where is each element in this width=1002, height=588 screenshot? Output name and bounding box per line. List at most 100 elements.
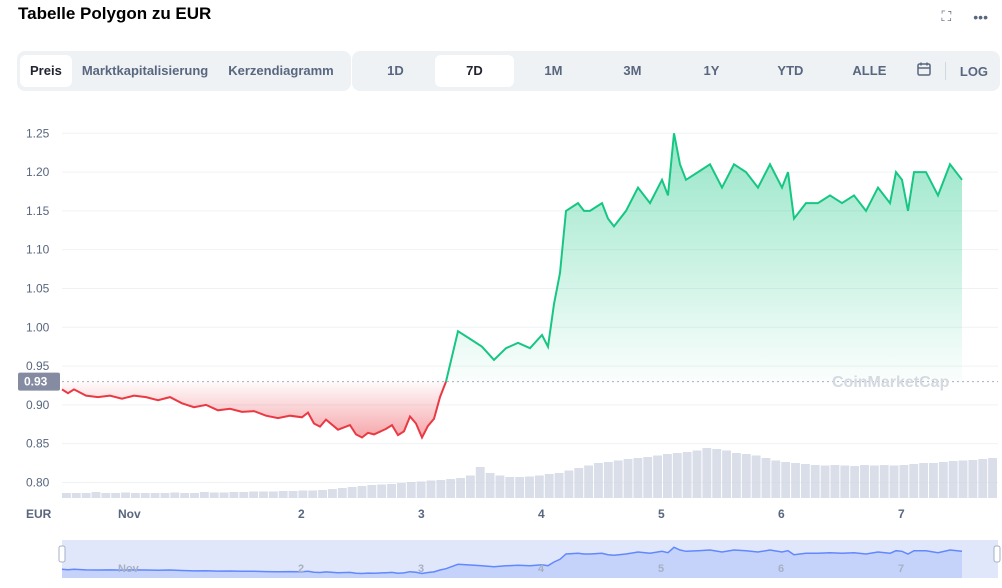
- volume-bar: [712, 449, 722, 498]
- chart-toolbar: ⛶ •••: [941, 8, 988, 25]
- volume-bar: [564, 470, 574, 498]
- volume-bar: [367, 485, 377, 498]
- tab-1y[interactable]: 1Y: [703, 63, 720, 78]
- volume-bar: [702, 448, 712, 498]
- x-tick-label: 4: [538, 507, 545, 521]
- navigator-area: [62, 547, 962, 578]
- volume-bar: [101, 493, 111, 498]
- volume-bar: [259, 491, 268, 498]
- volume-bar: [899, 465, 909, 498]
- volume-bar: [869, 465, 879, 498]
- volume-bar: [850, 466, 860, 498]
- volume-bar: [505, 477, 515, 498]
- volume-bar: [534, 475, 544, 498]
- volume-bar: [968, 460, 978, 498]
- volume-bar: [840, 465, 850, 498]
- volume-bar: [387, 484, 396, 498]
- tab-alle[interactable]: ALLE: [852, 63, 887, 78]
- x-tick-label: 2: [298, 507, 305, 521]
- volume-bar: [554, 473, 564, 498]
- volume-bar: [525, 476, 534, 498]
- volume-bar: [584, 465, 594, 498]
- volume-bar: [81, 493, 91, 498]
- navigator-tick-label: 3: [418, 563, 424, 575]
- page-title: Tabelle Polygon zu EUR: [18, 4, 212, 23]
- volume-bar: [653, 455, 663, 498]
- volume-bar: [594, 463, 603, 498]
- volume-bar: [111, 493, 121, 498]
- volume-bar: [416, 481, 426, 498]
- price-line-up: [445, 133, 963, 382]
- tab-3m[interactable]: 3M: [623, 63, 642, 78]
- volume-bar: [456, 478, 465, 498]
- volume-bar: [800, 464, 810, 498]
- volume-bar: [938, 462, 948, 498]
- volume-bar: [298, 490, 308, 498]
- volume-bar: [239, 492, 249, 498]
- volume-bar: [71, 493, 81, 498]
- volume-bar: [682, 452, 692, 498]
- volume-bar: [544, 474, 554, 498]
- tab-ytd[interactable]: YTD: [777, 63, 804, 78]
- calendar-icon[interactable]: [909, 61, 939, 82]
- y-tick-label: 0.95: [26, 359, 50, 373]
- y-tick-label: 1.10: [26, 243, 50, 257]
- tab-1m[interactable]: 1M: [544, 63, 563, 78]
- volume-bar: [633, 458, 643, 498]
- volume-bar: [160, 493, 170, 498]
- navigator-handle-left[interactable]: [58, 545, 66, 563]
- y-tick-label: 0.85: [26, 437, 50, 451]
- y-tick-label: 1.05: [26, 281, 50, 295]
- volume-bar: [62, 493, 71, 498]
- volume-bar: [958, 460, 968, 498]
- volume-bar: [278, 491, 288, 498]
- volume-bar: [475, 467, 485, 498]
- divider: [944, 62, 946, 80]
- watermark: CoinMarketCap: [832, 374, 950, 391]
- volume-bar: [396, 483, 406, 498]
- y-tick-label: 1.20: [26, 165, 50, 179]
- navigator-line: [61, 546, 963, 575]
- volume-bar: [771, 460, 781, 498]
- area-up: [446, 133, 962, 382]
- navigator-tick-label: 2: [298, 563, 304, 575]
- volume-bar: [347, 487, 357, 498]
- tab-preis[interactable]: Preis: [20, 55, 72, 87]
- volume-bar: [130, 493, 140, 498]
- volume-bar: [190, 493, 199, 498]
- view-tabs: Preis Marktkapitalisierung Kerzendiagram…: [17, 51, 351, 91]
- tab-marktkapitalisierung[interactable]: Marktkapitalisierung: [81, 63, 209, 78]
- reference-price-label: 0.93: [24, 375, 48, 389]
- volume-bar: [495, 475, 505, 498]
- expand-icon[interactable]: ⛶: [941, 8, 952, 24]
- volume-bar: [643, 457, 653, 498]
- area-down: [62, 381, 446, 438]
- volume-bar: [436, 480, 446, 498]
- volume-bar: [180, 493, 190, 498]
- volume-bar: [919, 463, 929, 498]
- log-toggle[interactable]: LOG: [959, 63, 989, 79]
- navigator-tick-label: 6: [778, 563, 784, 575]
- navigator-handle-right[interactable]: [993, 545, 1001, 563]
- volume-bar: [426, 480, 436, 498]
- volume-bar: [485, 473, 495, 498]
- x-tick-label: Nov: [118, 507, 141, 521]
- volume-bar: [603, 462, 613, 498]
- volume-bar: [91, 492, 101, 498]
- navigator-tick-label: 7: [898, 563, 904, 575]
- volume-bar: [722, 450, 731, 498]
- more-icon[interactable]: •••: [973, 8, 988, 25]
- navigator-tick-label: Nov: [118, 563, 140, 575]
- x-tick-label: 6: [778, 507, 785, 521]
- volume-bar: [810, 465, 820, 498]
- y-tick-label: 1.25: [26, 126, 50, 140]
- tab-1d[interactable]: 1D: [387, 63, 404, 78]
- volume-bar: [623, 459, 633, 498]
- volume-bar: [209, 492, 219, 498]
- tab-kerzendiagramm[interactable]: Kerzendiagramm: [228, 63, 334, 78]
- tab-7d[interactable]: 7D: [434, 55, 514, 87]
- volume-bar: [692, 450, 702, 498]
- price-line-down: [61, 381, 447, 440]
- volume-bar: [229, 492, 239, 498]
